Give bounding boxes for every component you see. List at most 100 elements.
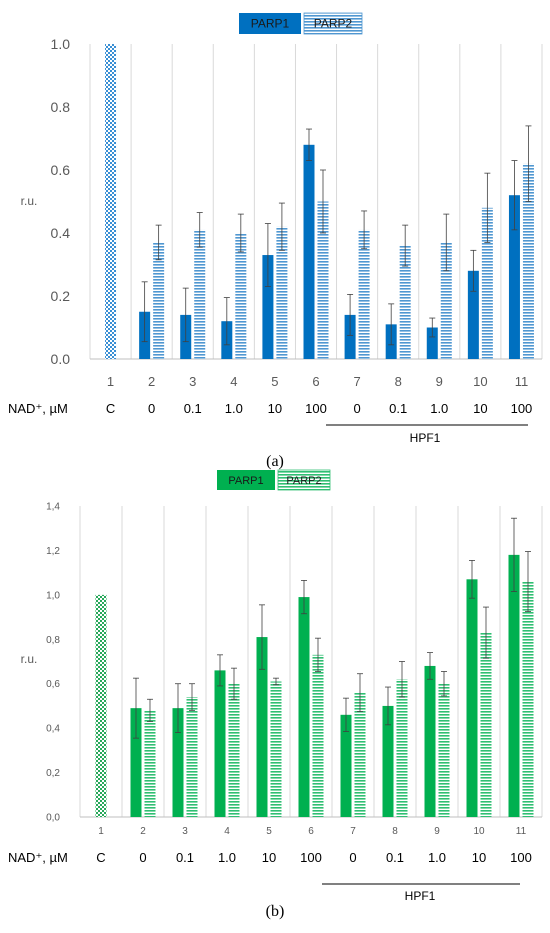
parp1-bar	[382, 705, 394, 817]
parp2-bar	[438, 683, 450, 817]
parp2-bar	[440, 242, 452, 359]
nad-value: 1.0	[225, 401, 243, 416]
nad-value: 100	[305, 401, 327, 416]
legend-swatch-parp2	[277, 469, 331, 491]
x-tick-label: 8	[392, 826, 398, 837]
y-tick-label: 1,4	[46, 502, 60, 513]
x-tick-label: 4	[224, 826, 230, 837]
chart-panel-a: 0.0 0.2 0.4 0.6 0.8 1.0 r.u. 1 2 3 4 5 6 7 8 9 10 11 NAD⁺,…	[8, 12, 543, 470]
y-tick-label: 0.2	[51, 288, 71, 304]
parp1-bar	[424, 665, 436, 817]
parp1-bar	[467, 270, 479, 359]
parp1-bar	[426, 327, 438, 359]
parp2-bar	[153, 242, 165, 359]
nad-value: 10	[262, 850, 276, 865]
y-axis-label: r.u.	[21, 194, 38, 208]
y-tick-label: 0,2	[46, 768, 60, 779]
y-tick-label: 1.0	[51, 36, 71, 52]
parp1-bar	[466, 579, 478, 817]
x-tick-label: 6	[312, 374, 319, 389]
y-tick-label: 0.6	[51, 162, 71, 178]
nad-value: 1.0	[218, 850, 236, 865]
x-tick-label: 10	[473, 826, 485, 837]
legend-label: PARP2	[314, 17, 353, 31]
x-tick-label: 1	[98, 826, 104, 837]
parp2-bar	[358, 229, 370, 359]
x-tick-label: 1	[107, 374, 114, 389]
nad-row-label: NAD⁺, µM	[8, 401, 68, 416]
y-tick-label: 0,4	[46, 724, 60, 735]
parp1-bar	[214, 670, 226, 817]
legend-swatch-parp2	[303, 12, 363, 35]
parp2-bar	[186, 697, 198, 817]
parp2-bar	[312, 654, 324, 817]
group-label: HPF1	[410, 431, 441, 445]
nad-value: 10	[473, 401, 487, 416]
y-tick-label: 0.8	[51, 99, 71, 115]
nad-value: 100	[300, 850, 322, 865]
x-tick-label: 5	[266, 826, 272, 837]
nad-value: 10	[268, 401, 282, 416]
parp2-bar	[522, 581, 534, 817]
x-tick-label: 6	[308, 826, 314, 837]
parp2-bar	[480, 632, 492, 817]
x-tick-label: 3	[189, 374, 196, 389]
parp2-bar	[276, 226, 288, 359]
parp1-bar	[298, 597, 310, 817]
nad-value: 0	[139, 850, 146, 865]
x-tick-label: 7	[350, 826, 356, 837]
x-tick-label: 9	[434, 826, 440, 837]
parp1-bar	[508, 554, 520, 817]
legend: PARP1 PARP2	[217, 469, 331, 491]
nad-value: C	[96, 850, 105, 865]
x-tick-label: 7	[353, 374, 360, 389]
nad-value: 1.0	[428, 850, 446, 865]
nad-value: 100	[511, 401, 533, 416]
y-tick-label: 0.4	[51, 225, 71, 241]
nad-value: 0.1	[386, 850, 404, 865]
parp2-bar	[270, 681, 282, 817]
parp2-bar	[228, 683, 240, 817]
nad-value: 0	[353, 401, 360, 416]
legend-swatch-parp1	[217, 470, 275, 490]
parp1-bar	[256, 637, 268, 817]
parp1-bar	[262, 255, 274, 359]
y-tick-label: 0,0	[46, 813, 60, 824]
parp2-bar	[396, 679, 408, 817]
y-tick-label: 1,0	[46, 590, 60, 601]
legend-label: PARP1	[251, 17, 290, 31]
nad-row-label: NAD⁺, µM	[8, 850, 68, 865]
parp2-bar	[194, 229, 206, 359]
nad-value: 0.1	[184, 401, 202, 416]
parp2-bar	[481, 207, 493, 359]
parp1-bar	[340, 714, 352, 817]
nad-value: 0	[148, 401, 155, 416]
x-tick-label: 8	[395, 374, 402, 389]
parp1-bar	[130, 708, 142, 817]
panel-label: (a)	[266, 453, 284, 470]
x-tick-label: 5	[271, 374, 278, 389]
nad-value: 0.1	[389, 401, 407, 416]
legend-swatch-parp1	[239, 13, 301, 34]
nad-value: 10	[472, 850, 486, 865]
x-tick-label: 9	[436, 374, 443, 389]
legend-label: PARP2	[286, 475, 321, 487]
parp2-bar	[144, 710, 156, 817]
parp2-bar	[354, 692, 366, 817]
legend-label: PARP1	[228, 475, 263, 487]
control-bar	[95, 594, 107, 817]
y-tick-label: 0,6	[46, 679, 60, 690]
x-tick-label: 2	[140, 826, 146, 837]
y-tick-label: 0.0	[51, 351, 71, 367]
nad-value: 1.0	[430, 401, 448, 416]
nad-value: 100	[510, 850, 532, 865]
parp2-bar	[235, 233, 247, 359]
nad-value: 0.1	[176, 850, 194, 865]
x-tick-label: 11	[516, 826, 527, 837]
y-tick-label: 1,2	[46, 546, 60, 557]
x-tick-label: 3	[182, 826, 188, 837]
parp1-bar	[172, 708, 184, 817]
parp1-bar	[303, 144, 315, 359]
x-tick-label: 11	[515, 374, 529, 389]
